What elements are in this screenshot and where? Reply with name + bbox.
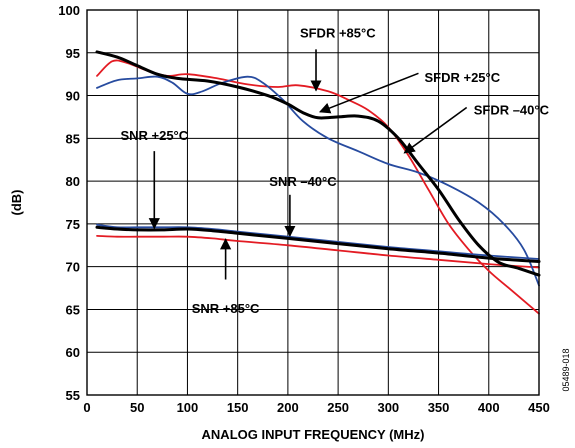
x-tick-label: 350 [428,400,450,415]
y-tick-label: 80 [66,174,80,189]
annotation-arrow [318,72,419,114]
grid [87,10,539,395]
annotation-label: SNR +85°C [192,301,260,316]
y-tick-label: 70 [66,260,80,275]
annotation-label: SFDR –40°C [474,102,550,117]
y-tick-label: 65 [66,302,80,317]
document-id: 05489-018 [561,348,571,391]
y-axis-label: (dB) [9,190,24,216]
x-tick-label: 400 [478,400,500,415]
plot-frame [86,9,540,396]
x-tick-label: 200 [277,400,299,415]
annotation-label: SNR +25°C [120,128,188,143]
y-tick-label: 55 [66,388,80,403]
series-line-sfdr-40-c [96,75,540,287]
x-tick-label: 0 [83,400,90,415]
y-tick-label: 60 [66,345,80,360]
x-tick-label: 100 [177,400,199,415]
y-tick-label: 100 [58,3,80,18]
x-tick-label: 50 [130,400,144,415]
y-tick-label: 75 [66,217,80,232]
annotation-label: SFDR +25°C [424,70,500,85]
series-line-sfdr-25-c [95,50,541,277]
x-axis-label: ANALOG INPUT FREQUENCY (MHz) [202,427,425,442]
series-lines [95,50,541,315]
series-line-snr-40-c [96,223,540,260]
y-tick-label: 85 [66,131,80,146]
x-tick-label: 450 [528,400,550,415]
series-line-snr-25-c [95,225,541,263]
x-tick-label: 250 [327,400,349,415]
x-tick-label: 150 [227,400,249,415]
annotation-arrow [403,106,468,154]
tick-labels: 0 50 100 150 200 250 300 350 400 450 55 60 65 70 75 80 8… [58,3,550,415]
annotations: SFDR +85°C SFDR +25°C SFDR –40°C SNR +25°C S… [120,25,549,315]
y-tick-label: 90 [66,89,80,104]
series-line-snr-85-c [96,235,540,269]
annotation-label: SNR –40°C [269,174,337,189]
y-tick-label: 95 [66,46,80,61]
annotation-label: SFDR +85°C [300,25,376,40]
x-tick-label: 300 [377,400,399,415]
